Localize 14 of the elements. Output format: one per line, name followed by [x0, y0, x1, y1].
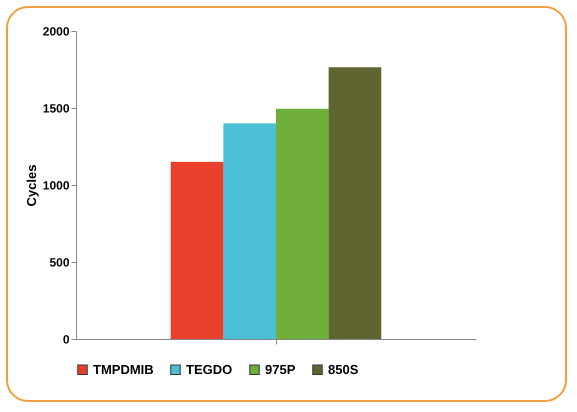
y-tick-label: 1500	[42, 102, 70, 116]
bar	[170, 162, 224, 339]
y-tick-label: 500	[49, 256, 70, 270]
legend-label: TMPDMIB	[93, 362, 154, 377]
legend-label: 850S	[328, 362, 359, 377]
legend-label: TEGDO	[186, 362, 232, 377]
bar	[328, 67, 382, 339]
bar	[276, 108, 329, 339]
y-tick-label: 1000	[42, 178, 70, 192]
y-tick-label: 2000	[42, 24, 70, 38]
legend-label: 975P	[265, 362, 296, 377]
bar	[223, 123, 276, 339]
y-tick-label: 0	[62, 332, 70, 346]
y-axis-title: Cycles	[24, 164, 39, 206]
